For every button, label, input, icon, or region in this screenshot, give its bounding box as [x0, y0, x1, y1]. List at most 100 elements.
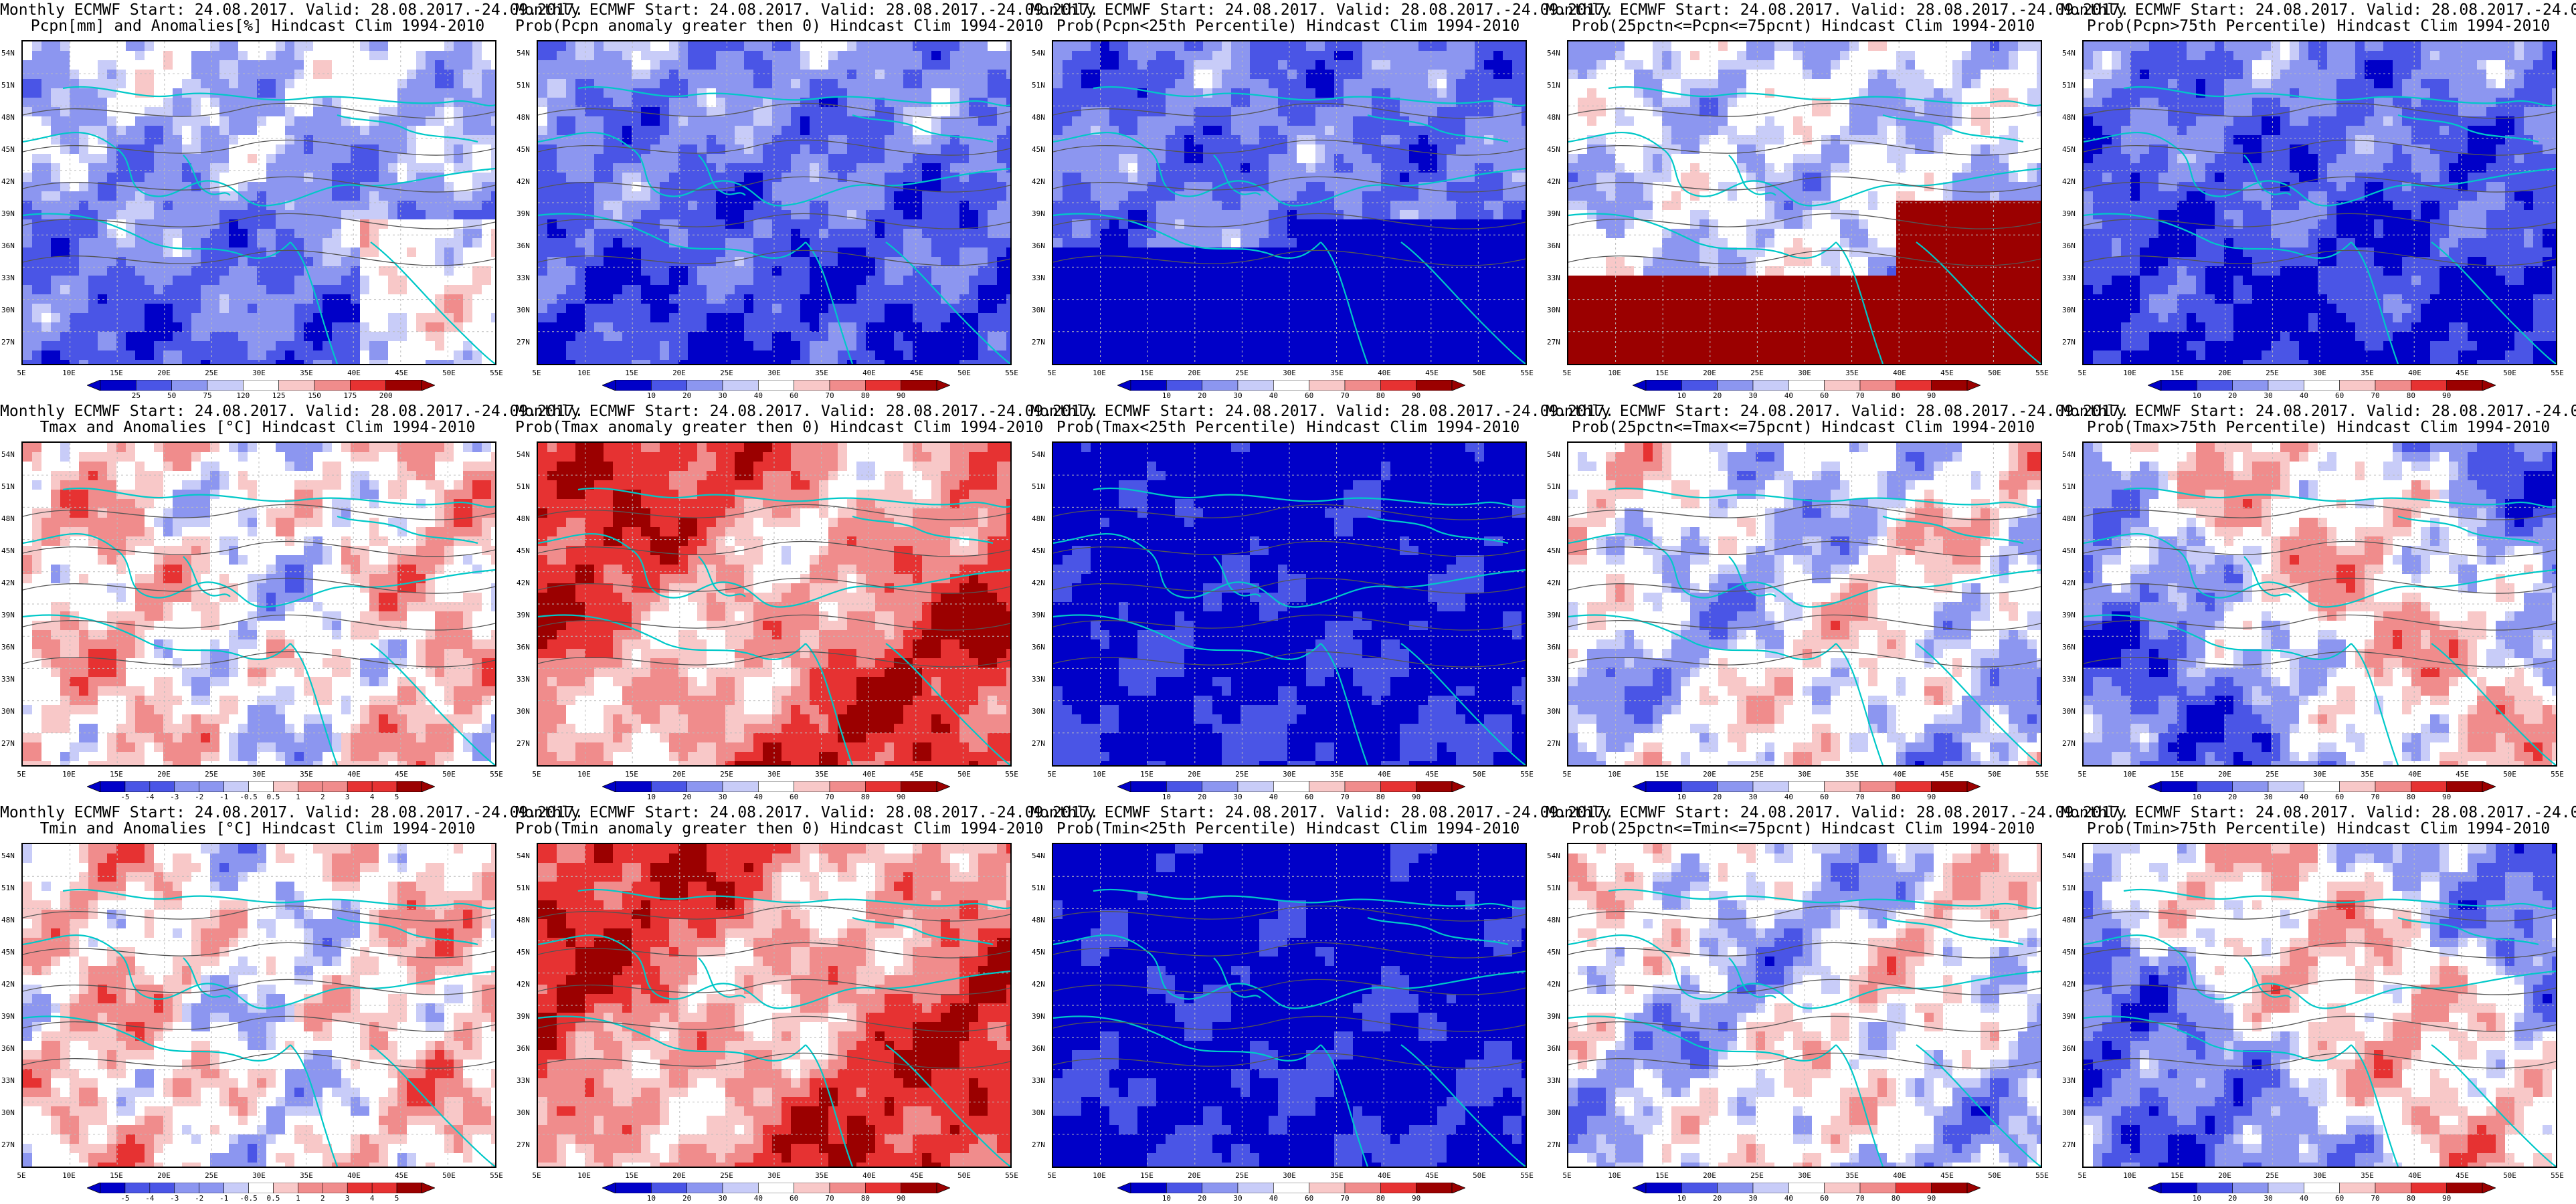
- field-cell: [1250, 126, 1260, 136]
- field-cell: [173, 266, 183, 276]
- field-cell: [426, 191, 436, 201]
- field-cell: [173, 60, 183, 70]
- field-cell: [1212, 135, 1222, 145]
- field-cell: [1137, 229, 1147, 239]
- field-cell: [669, 285, 679, 295]
- field-cell: [810, 163, 820, 173]
- field-cell: [931, 276, 941, 286]
- field-cell: [725, 341, 735, 351]
- field-cell: [1063, 173, 1073, 183]
- field-cell: [248, 116, 258, 126]
- field-cell: [978, 360, 988, 364]
- field-cell: [388, 276, 398, 286]
- field-cell: [454, 201, 464, 211]
- field-cell: [454, 341, 464, 351]
- field-cell: [950, 341, 960, 351]
- field-cell: [594, 229, 604, 239]
- field-cell: [875, 350, 885, 361]
- field-cell: [1119, 210, 1129, 220]
- field-cell: [407, 116, 417, 126]
- field-cell: [885, 276, 895, 286]
- field-cell: [126, 285, 136, 295]
- field-cell: [913, 229, 923, 239]
- field-cell: [566, 210, 576, 220]
- field-cell: [903, 41, 913, 52]
- field-cell: [51, 79, 61, 89]
- field-cell: [351, 276, 361, 286]
- field-cell: [1184, 70, 1194, 80]
- field-cell: [594, 238, 604, 248]
- field-cell: [753, 60, 763, 70]
- field-cell: [735, 360, 745, 364]
- field-cell: [1353, 210, 1363, 220]
- field-cell: [1456, 182, 1466, 192]
- field-cell: [135, 126, 145, 136]
- field-cell: [650, 126, 660, 136]
- map-area: [21, 40, 496, 365]
- field-cell: [885, 173, 895, 183]
- field-cell: [88, 154, 98, 164]
- field-cell: [707, 238, 717, 248]
- field-cell: [341, 182, 351, 192]
- field-cell: [828, 135, 838, 145]
- field-cell: [379, 238, 389, 248]
- field-cell: [1081, 219, 1091, 229]
- field-cell: [191, 135, 201, 145]
- field-cell: [894, 191, 904, 201]
- field-cell: [70, 135, 80, 145]
- field-cell: [369, 285, 379, 295]
- field-cell: [1306, 210, 1316, 220]
- field-cell: [819, 182, 829, 192]
- field-cell: [32, 229, 42, 239]
- field-cell: [257, 173, 267, 183]
- field-cell: [604, 126, 614, 136]
- field-cell: [229, 191, 239, 201]
- field-cell: [1381, 126, 1391, 136]
- field-cell: [1119, 51, 1129, 61]
- field-cell: [744, 304, 754, 314]
- field-cell: [931, 201, 941, 211]
- field-cell: [903, 51, 913, 61]
- field-cell: [60, 285, 70, 295]
- field-cell: [903, 285, 913, 295]
- field-cell: [285, 191, 295, 201]
- field-cell: [725, 154, 735, 164]
- field-cell: [1297, 219, 1307, 229]
- field-cell: [1522, 98, 1526, 108]
- field-cell: [51, 51, 61, 61]
- field-cell: [454, 154, 464, 164]
- field-cell: [79, 163, 89, 173]
- field-cell: [669, 163, 679, 173]
- field-cell: [341, 266, 351, 276]
- field-cell: [1166, 173, 1176, 183]
- field-cell: [135, 98, 145, 108]
- field-cell: [547, 51, 557, 61]
- field-cell: [341, 341, 351, 351]
- field-cell: [1475, 98, 1485, 108]
- field-cell: [566, 173, 576, 183]
- field-cell: [903, 79, 913, 89]
- field-cell: [60, 163, 70, 173]
- field-cell: [351, 107, 361, 117]
- field-cell: [791, 257, 801, 267]
- field-cell: [154, 41, 164, 52]
- field-cell: [669, 304, 679, 314]
- field-cell: [1381, 41, 1391, 52]
- field-cell: [819, 154, 829, 164]
- field-cell: [116, 163, 126, 173]
- longitude-label: 35E: [300, 369, 313, 377]
- field-cell: [219, 322, 229, 332]
- field-cell: [1250, 41, 1260, 52]
- field-cell: [1493, 60, 1503, 70]
- field-cell: [1447, 60, 1457, 70]
- field-cell: [1250, 201, 1260, 211]
- field-cell: [941, 144, 951, 155]
- field-cell: [697, 60, 707, 70]
- field-cell: [88, 276, 98, 286]
- field-cell: [1315, 229, 1325, 239]
- field-cell: [360, 70, 370, 80]
- field-cell: [604, 360, 614, 364]
- field-cell: [294, 163, 304, 173]
- field-cell: [1447, 266, 1457, 276]
- field-cell: [191, 238, 201, 248]
